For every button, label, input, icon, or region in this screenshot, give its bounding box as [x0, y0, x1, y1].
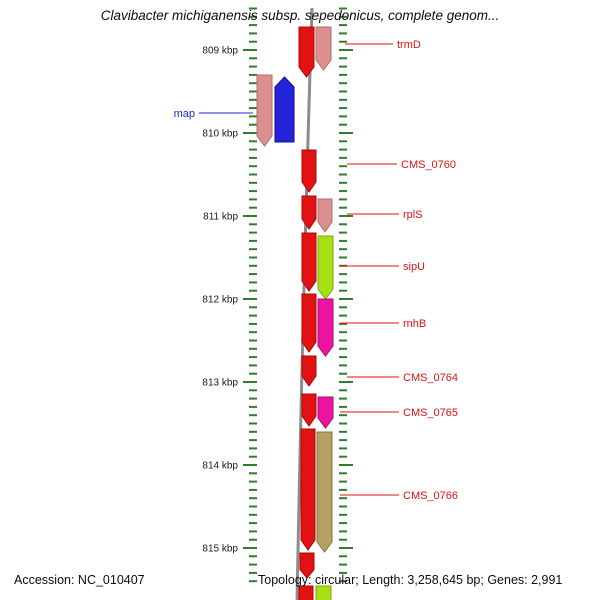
page-title: Clavibacter michiganensis subsp. sepedon…	[100, 8, 500, 23]
gene-label-map[interactable]: map	[174, 108, 195, 120]
gene-arrow-gene-815c[interactable]	[315, 585, 332, 600]
ruler-label: 815 kbp	[202, 544, 238, 555]
gene-label-sipU[interactable]: sipU	[403, 261, 425, 273]
ruler-label: 811 kbp	[203, 212, 238, 223]
gene-arrow-gene-815b[interactable]	[298, 585, 314, 600]
gene-arrow-gene-813a[interactable]	[301, 393, 317, 427]
gene-arrow-gene-811b[interactable]	[301, 232, 317, 292]
status-bar: Accession: NC_010407 Topology: circular;…	[0, 571, 600, 589]
gene-arrow-gene-812a[interactable]	[301, 293, 317, 353]
gene-arrow-gene-814a[interactable]	[300, 428, 316, 551]
gene-arrow-rplS[interactable]	[317, 198, 333, 233]
gene-label-rplS[interactable]: rplS	[403, 209, 423, 221]
ruler-label: 814 kbp	[202, 461, 238, 472]
gene-arrow-CMS_0764[interactable]	[301, 355, 317, 387]
gene-label-CMS_0760[interactable]: CMS_0760	[401, 159, 456, 171]
gene-label-trmD[interactable]: trmD	[397, 39, 421, 51]
gene-arrow-CMS_0760[interactable]	[301, 149, 317, 193]
gene-label-CMS_0765[interactable]: CMS_0765	[403, 407, 458, 419]
ruler-label: 810 kbp	[202, 129, 238, 140]
ruler-label: 812 kbp	[202, 295, 238, 306]
gene-arrow-gene-815a[interactable]	[299, 552, 315, 579]
gene-label-rnhB[interactable]: rnhB	[403, 318, 426, 330]
status-topology: Topology: circular; Length: 3,258,645 bp…	[258, 573, 563, 587]
gene-arrow-map[interactable]	[274, 76, 295, 143]
ruler-label: 813 kbp	[202, 378, 238, 389]
status-accession: Accession: NC_010407	[14, 573, 145, 587]
gene-arrow-gene-809a[interactable]	[298, 26, 315, 78]
gene-arrow-CMS_0765[interactable]	[317, 396, 334, 429]
gene-arrow-sipU[interactable]	[317, 235, 334, 300]
gene-label-CMS_0764[interactable]: CMS_0764	[403, 372, 458, 384]
gene-arrow-CMS_0766[interactable]	[316, 431, 333, 553]
ruler-label: 809 kbp	[202, 46, 238, 57]
gene-arrow-gene-809b[interactable]	[256, 74, 273, 147]
gene-label-CMS_0766[interactable]: CMS_0766	[403, 490, 458, 502]
gene-arrow-trmD[interactable]	[315, 26, 332, 71]
gene-arrow-gene-811a[interactable]	[301, 195, 317, 230]
gene-arrow-rnhB[interactable]	[317, 298, 334, 357]
